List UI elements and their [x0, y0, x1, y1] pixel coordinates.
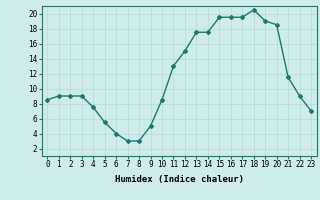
X-axis label: Humidex (Indice chaleur): Humidex (Indice chaleur) [115, 175, 244, 184]
